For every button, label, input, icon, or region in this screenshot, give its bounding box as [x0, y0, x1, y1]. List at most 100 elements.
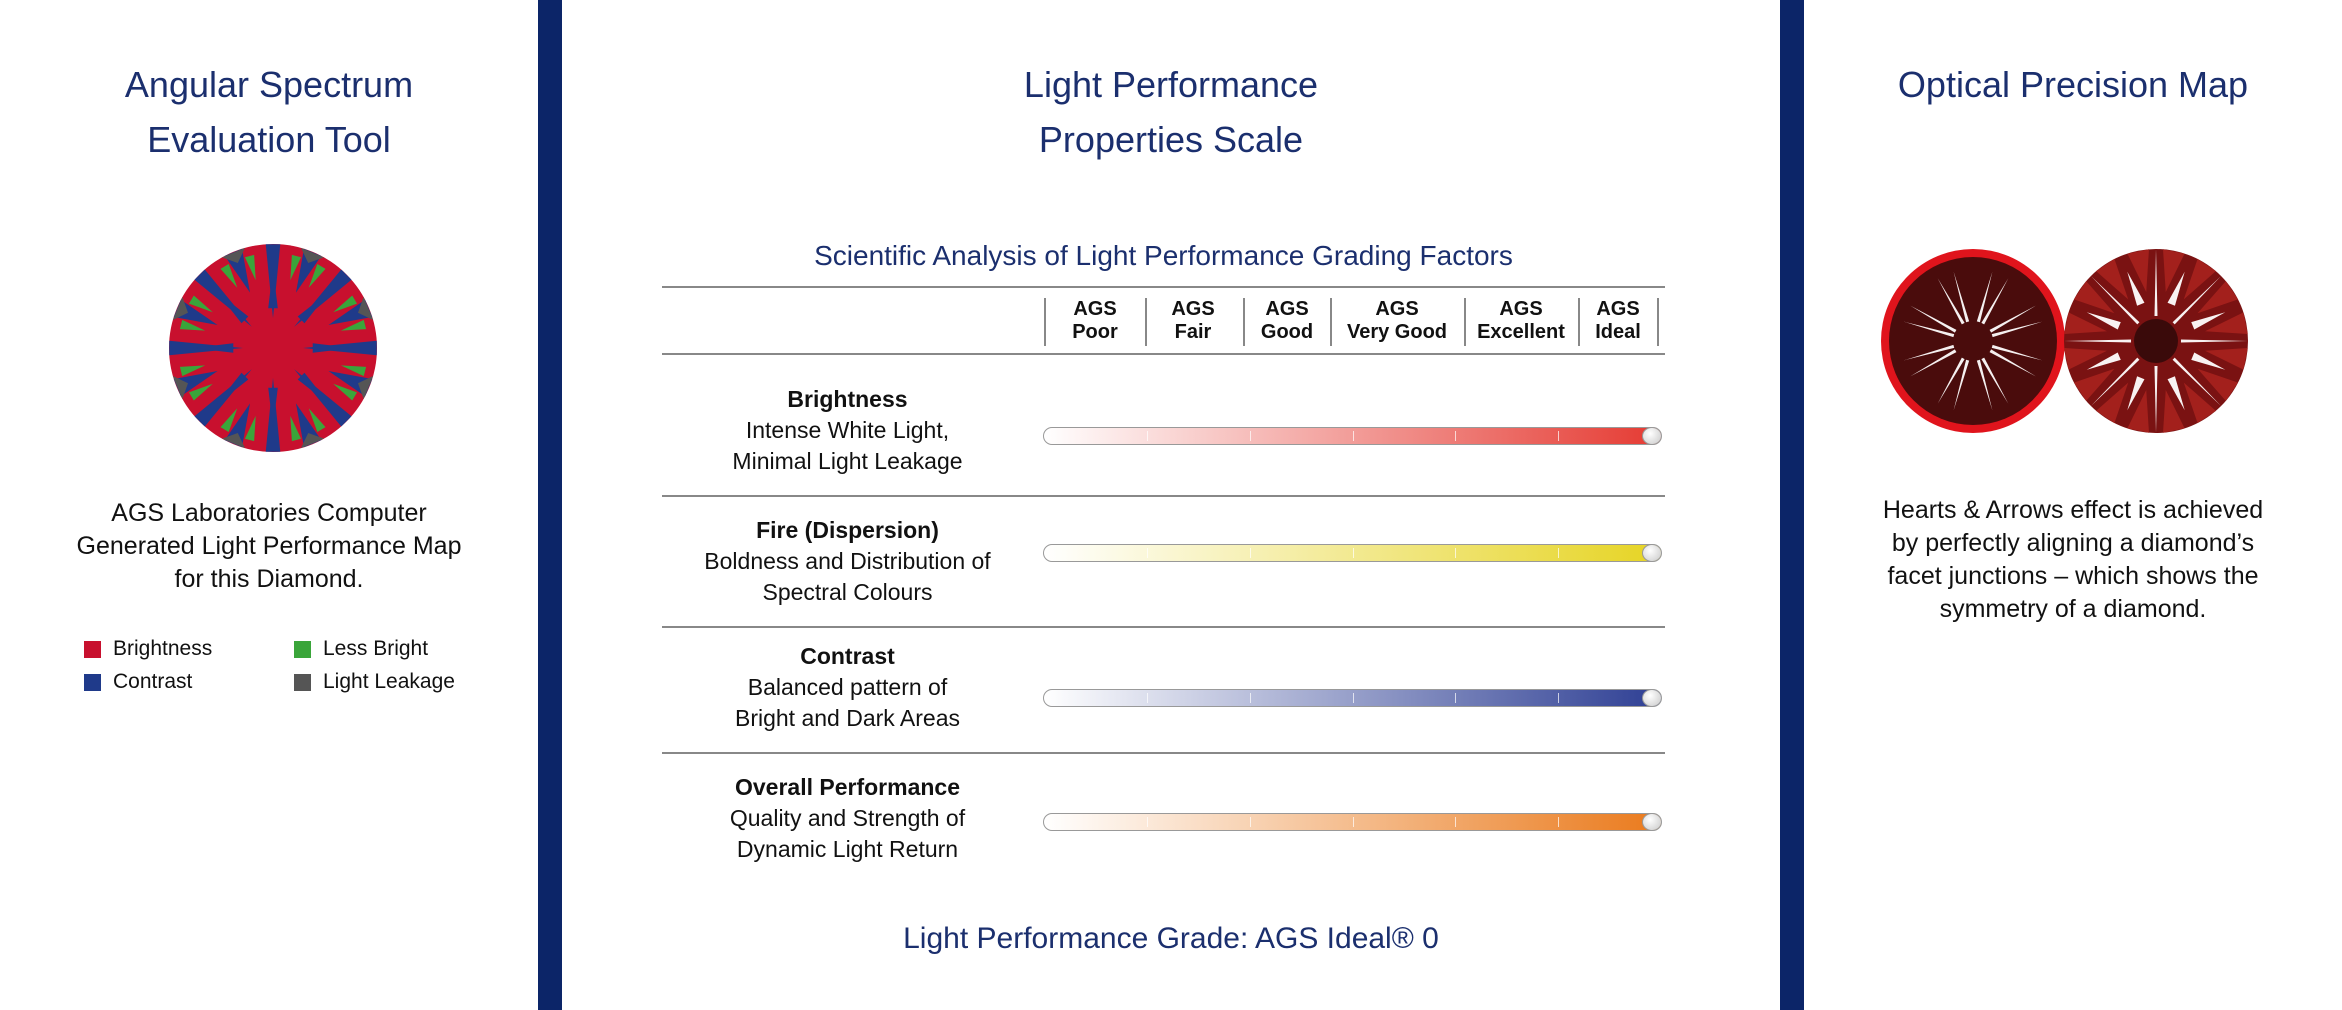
row-label-overall: Overall Performance Quality and Strength … — [660, 772, 1035, 865]
scale-tick — [1249, 693, 1251, 703]
less-bright-facet — [308, 408, 326, 433]
contrast-arrow — [312, 343, 353, 353]
scale-tick — [1455, 431, 1457, 441]
scale-tick — [1455, 693, 1457, 703]
crown-facet — [2064, 348, 2107, 370]
less-bright-facet — [244, 254, 256, 281]
row-divider — [662, 752, 1665, 754]
less-bright-facet — [290, 415, 302, 442]
contrast-arrow — [297, 291, 330, 324]
less-bright-facet — [179, 319, 206, 331]
opm-title: Optical Precision Map — [1897, 64, 2249, 105]
contrast-arrow — [297, 372, 330, 405]
crown-facet — [2197, 368, 2239, 401]
overall-scale-bar — [1043, 813, 1662, 831]
row-divider — [662, 626, 1665, 628]
less-bright-facet — [333, 295, 358, 313]
row-name: Brightness — [787, 386, 908, 412]
contrast-swatch — [84, 673, 101, 691]
crown-facet — [2127, 249, 2149, 292]
col-top: AGS — [1073, 298, 1117, 320]
title-line: Properties Scale — [1038, 119, 1304, 160]
scale-tick — [1249, 548, 1251, 558]
lpp-title: Light Performance Properties Scale — [562, 57, 1780, 167]
less-bright-facet — [220, 263, 238, 288]
legend-label: Brightness — [113, 637, 213, 660]
opm-caption: Hearts & Arrows effect is achieved by pe… — [1804, 494, 2342, 626]
less-bright-facet — [290, 254, 302, 281]
heart-shape — [1953, 359, 1970, 411]
arrow-shape — [2090, 275, 2140, 325]
light-leakage-edge — [357, 376, 374, 400]
row-name: Fire (Dispersion) — [756, 517, 939, 543]
scale-tick — [1249, 431, 1251, 441]
row-desc: Quality and Strength of — [729, 805, 966, 831]
table-top-rule — [662, 286, 1665, 288]
less-bright-facet — [220, 408, 238, 433]
light-leakage-edge — [172, 376, 189, 400]
crown-facet — [2073, 281, 2115, 314]
heart-shape — [1981, 278, 2009, 325]
crown-facet — [2163, 249, 2185, 292]
col-bottom: Good — [1260, 321, 1314, 343]
crown-facet — [2064, 312, 2107, 334]
left-divider — [538, 0, 562, 1010]
caption-line: by perfectly aligning a diamond’s — [1891, 529, 2255, 557]
crown-facet — [2205, 348, 2248, 370]
column-separator — [1657, 298, 1659, 346]
less-bright-facet — [188, 295, 213, 313]
less-bright-facet — [179, 365, 206, 377]
col-bottom: Very Good — [1346, 321, 1448, 343]
crown-facet — [2183, 382, 2216, 424]
title-line: Evaluation Tool — [147, 119, 391, 160]
scale-tick — [1558, 548, 1560, 558]
arrow-shape — [2086, 312, 2121, 330]
col-top: AGS — [1171, 298, 1215, 320]
row-desc: Intense White Light, — [745, 417, 950, 443]
brightness-scale-bar — [1043, 427, 1662, 445]
title-line: Angular Spectrum — [124, 64, 414, 105]
column-separator — [1243, 298, 1245, 346]
column-separator — [1145, 298, 1147, 346]
aset-diamond-map — [169, 244, 377, 452]
caption-line: AGS Laboratories Computer — [111, 499, 427, 527]
arrow-shape — [2172, 357, 2222, 407]
light-leakage-edge — [301, 432, 325, 449]
heart-shape — [1976, 271, 1993, 323]
scale-tick — [1352, 817, 1354, 827]
light-leakage-edge — [301, 247, 325, 264]
hearts-pattern-image — [1881, 249, 2065, 433]
arrow-shape — [2064, 339, 2132, 343]
caption-line: Generated Light Performance Map — [76, 532, 462, 560]
crown-facet — [2183, 258, 2216, 300]
row-label-brightness: Brightness Intense White Light, Minimal Li… — [660, 384, 1035, 477]
crown-facet — [2096, 258, 2129, 300]
less-bright-facet — [333, 383, 358, 401]
scale-tick — [1352, 431, 1354, 441]
column-separator — [1330, 298, 1332, 346]
contrast-arrow — [193, 343, 234, 353]
scale-tick — [1558, 431, 1560, 441]
heart-shape — [1976, 359, 1993, 411]
heart-shape — [1981, 357, 2009, 404]
scale-tick — [1352, 693, 1354, 703]
column-separator — [1578, 298, 1580, 346]
arrow-shape — [2086, 352, 2121, 370]
light-leakage-edge — [172, 296, 189, 320]
row-desc: Minimal Light Leakage — [732, 448, 963, 474]
title-line: Light Performance — [1023, 64, 1319, 105]
scale-tick — [1146, 548, 1148, 558]
contrast-arrow — [216, 372, 249, 405]
caption-line: for this Diamond. — [174, 565, 364, 593]
scale-tick — [1249, 817, 1251, 827]
row-desc: Boldness and Distribution of — [704, 548, 991, 574]
heart-shape — [1937, 357, 1965, 404]
light-leakage-edge — [221, 432, 245, 449]
arrow-shape — [2154, 365, 2158, 433]
col-top: AGS — [1265, 298, 1309, 320]
heart-shape — [1991, 344, 2043, 361]
column-separator — [1044, 298, 1046, 346]
heart-shape — [1989, 349, 2036, 377]
contrast-arrow — [268, 387, 278, 428]
col-bottom: Poor — [1072, 321, 1118, 343]
